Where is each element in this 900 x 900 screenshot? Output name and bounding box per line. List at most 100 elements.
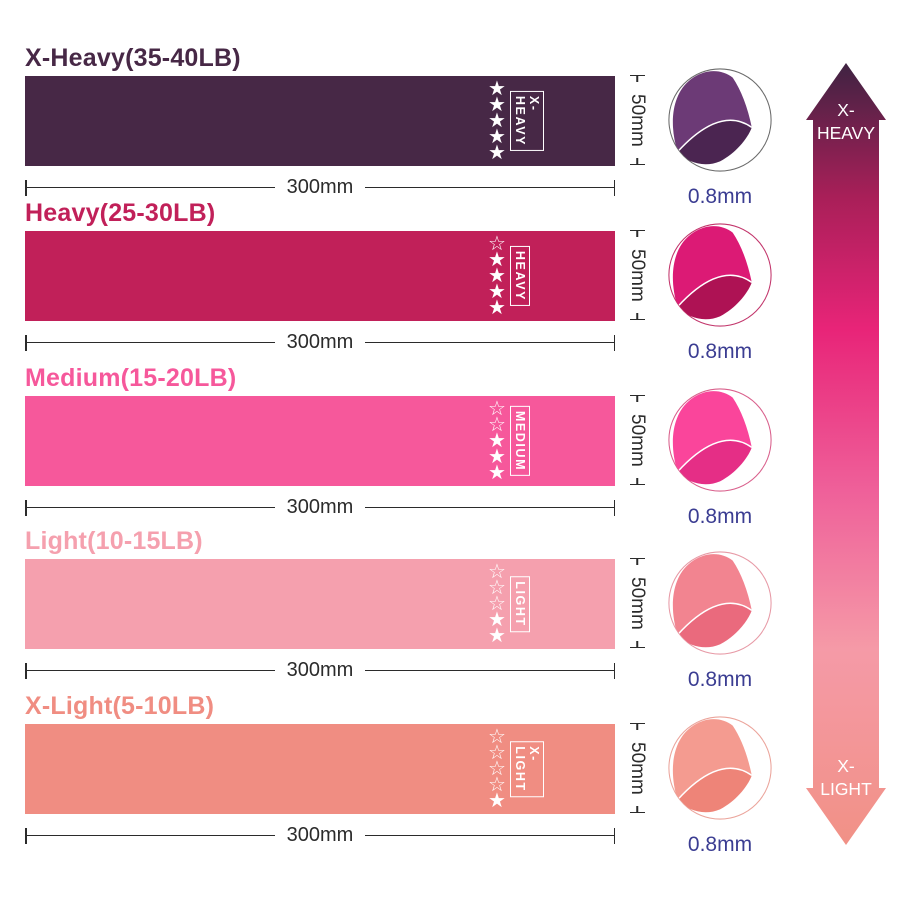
band-closeup-medium: 0.8mm xyxy=(667,387,773,529)
thickness-value: 0.8mm xyxy=(687,505,753,528)
dimension-tick xyxy=(25,662,27,679)
band-tag-label: HEAVY xyxy=(510,245,530,307)
dimension-tick xyxy=(629,723,645,731)
height-value: 50mm xyxy=(627,413,648,467)
star-icon: ☆ xyxy=(488,233,506,255)
thickness-value: 0.8mm xyxy=(687,668,753,691)
dimension-line xyxy=(26,506,275,509)
star-icon: ★ xyxy=(488,296,506,319)
star-icon: ☆ xyxy=(488,726,506,748)
band-tag-label: X-LIGHT xyxy=(510,741,544,797)
star-icon: ★ xyxy=(488,109,506,132)
resistance-band: ☆ ☆ ★ ★ ★ MEDIUM xyxy=(25,396,615,486)
band-row-medium: Medium(15-20LB) ☆ ☆ ★ ★ ★ MEDIUM 300mm xyxy=(25,364,616,518)
height-value: 50mm xyxy=(627,576,648,630)
dimension-tick xyxy=(629,75,645,83)
band-tag-label: X-HEAVY xyxy=(510,90,544,152)
dimension-tick xyxy=(25,499,27,516)
dimension-line xyxy=(26,186,275,189)
band-row-x-heavy: X-Heavy(35-40LB) ★ ★ ★ ★ ★ X-HEAVY 300mm xyxy=(25,44,616,198)
resistance-band: ☆ ☆ ☆ ☆ ★ X-LIGHT xyxy=(25,724,615,814)
width-dimension: 300mm xyxy=(25,496,616,518)
dimension-tick xyxy=(629,230,645,238)
dimension-tick xyxy=(629,395,645,403)
dimension-tick xyxy=(613,499,616,516)
thickness-value: 0.8mm xyxy=(687,833,753,856)
width-dimension: 300mm xyxy=(25,176,616,198)
width-dimension: 300mm xyxy=(25,824,616,846)
width-dimension: 300mm xyxy=(25,332,616,352)
folded-band-photo xyxy=(668,716,772,820)
band-title: Heavy(25-30LB) xyxy=(25,199,216,227)
star-icon: ☆ xyxy=(488,413,506,436)
width-value: 300mm xyxy=(286,176,354,198)
width-value: 300mm xyxy=(286,824,354,846)
resistance-band: ☆ ★ ★ ★ ★ HEAVY xyxy=(25,231,615,321)
height-dimension: 50mm xyxy=(619,230,655,320)
height-dimension: 50mm xyxy=(619,723,655,813)
star-icon: ★ xyxy=(488,445,506,468)
band-tag-label: MEDIUM xyxy=(510,405,530,477)
scale-bottom-label: X- LIGHT xyxy=(820,755,872,799)
dimension-line xyxy=(365,341,614,344)
band-row-light: Light(10-15LB) ☆ ☆ ☆ ★ ★ LIGHT 300mm xyxy=(25,527,616,680)
resistance-scale-arrow: X- HEAVY X- LIGHT xyxy=(806,63,886,845)
width-dimension: 300mm xyxy=(25,660,616,680)
dimension-line xyxy=(26,834,275,837)
dimension-line xyxy=(26,669,275,672)
star-rating: ★ ★ ★ ★ ★ xyxy=(485,78,509,164)
star-icon: ☆ xyxy=(488,398,506,420)
height-value: 50mm xyxy=(627,741,648,795)
star-icon: ☆ xyxy=(488,592,506,615)
dimension-tick xyxy=(25,334,27,351)
dimension-line xyxy=(365,669,614,672)
dimension-tick xyxy=(629,312,645,320)
resistance-band: ☆ ☆ ☆ ★ ★ LIGHT xyxy=(25,559,615,649)
dimension-tick xyxy=(613,662,616,679)
dimension-line xyxy=(26,341,275,344)
star-rating: ☆ ☆ ★ ★ ★ xyxy=(485,398,509,482)
dimension-tick xyxy=(629,640,645,648)
band-closeup-x-light: 0.8mm xyxy=(667,715,773,857)
height-dimension: 50mm xyxy=(619,558,655,648)
dimension-tick xyxy=(25,179,27,196)
height-value: 50mm xyxy=(627,93,648,147)
star-icon: ★ xyxy=(488,264,506,287)
band-closeup-heavy: 0.8mm xyxy=(667,222,773,364)
star-rating: ☆ ★ ★ ★ ★ xyxy=(485,233,509,319)
band-row-x-light: X-Light(5-10LB) ☆ ☆ ☆ ☆ ★ X-LIGHT 300mm xyxy=(25,692,616,846)
dimension-tick xyxy=(25,827,27,844)
star-icon: ★ xyxy=(488,93,506,116)
height-dimension: 50mm xyxy=(619,395,655,485)
star-icon: ★ xyxy=(488,125,506,148)
dimension-tick xyxy=(629,157,645,165)
dimension-tick xyxy=(629,805,645,813)
star-icon: ★ xyxy=(488,624,506,647)
dimension-line xyxy=(365,506,614,509)
star-icon: ★ xyxy=(488,608,506,631)
band-tag-label: LIGHT xyxy=(510,576,530,632)
star-icon: ★ xyxy=(488,78,506,100)
star-icon: ★ xyxy=(488,248,506,271)
folded-band-photo xyxy=(668,551,772,655)
thickness-value: 0.8mm xyxy=(687,185,753,208)
dimension-tick xyxy=(613,334,616,351)
band-title: X-Light(5-10LB) xyxy=(25,692,215,720)
star-icon: ☆ xyxy=(488,561,506,583)
folded-band-photo xyxy=(668,388,772,492)
star-rating: ☆ ☆ ☆ ☆ ★ xyxy=(485,726,509,812)
band-title: Medium(15-20LB) xyxy=(25,364,237,392)
height-dimension: 50mm xyxy=(619,75,655,165)
dimension-tick xyxy=(629,477,645,485)
star-icon: ★ xyxy=(488,280,506,303)
width-value: 300mm xyxy=(286,496,354,518)
star-icon: ★ xyxy=(488,789,506,812)
resistance-band: ★ ★ ★ ★ ★ X-HEAVY xyxy=(25,76,615,166)
star-icon: ★ xyxy=(488,141,506,164)
thickness-value: 0.8mm xyxy=(687,340,753,363)
dimension-line xyxy=(365,186,614,189)
folded-band-photo xyxy=(668,68,772,172)
star-icon: ☆ xyxy=(488,741,506,764)
band-title: X-Heavy(35-40LB) xyxy=(25,44,241,72)
